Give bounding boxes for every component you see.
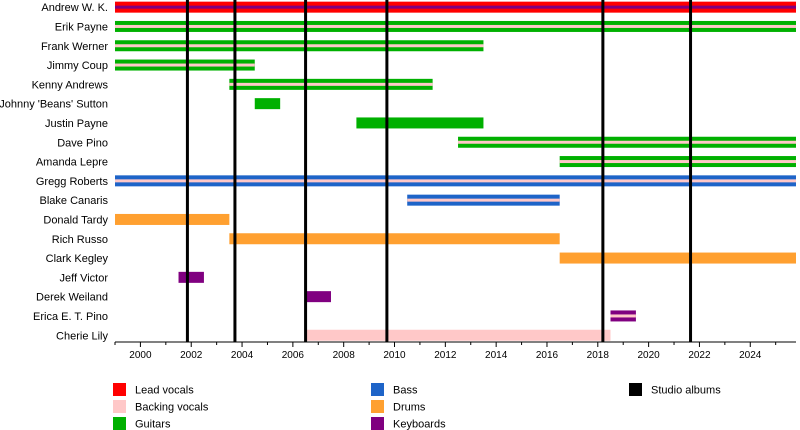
member-label: Erik Payne bbox=[55, 21, 108, 33]
member-bar-secondary-role bbox=[229, 82, 433, 86]
legend: Lead vocals Backing vocals Guitars Bass Drum… bbox=[113, 383, 721, 430]
x-axis: 2000 2002 2004 2006 2008 2010 2012 2014 2016 2018… bbox=[114, 341, 796, 361]
member-bar bbox=[229, 233, 560, 245]
member-label: Rich Russo bbox=[52, 234, 108, 246]
member-bar bbox=[356, 117, 484, 129]
x-tick-label: 2018 bbox=[587, 350, 610, 361]
x-tick-label: 2020 bbox=[637, 350, 660, 361]
legend-label: Drums bbox=[393, 402, 426, 414]
member-labels: Andrew W. K. Erik Payne Frank Werner Jimmy … bbox=[0, 2, 108, 342]
x-tick-label: 2008 bbox=[333, 350, 356, 361]
member-label: Gregg Roberts bbox=[36, 176, 109, 188]
member-bar-secondary-role bbox=[115, 44, 484, 48]
member-label: Johnny 'Beans' Sutton bbox=[0, 99, 108, 111]
member-bar-secondary-role bbox=[115, 24, 796, 28]
x-tick-label: 2004 bbox=[231, 350, 254, 361]
legend-label: Lead vocals bbox=[135, 385, 194, 397]
member-bar-secondary-role bbox=[115, 5, 796, 9]
legend-swatch bbox=[113, 383, 126, 396]
member-label: Cherie Lily bbox=[56, 330, 108, 342]
legend-swatch bbox=[371, 383, 384, 396]
legend-swatch bbox=[113, 400, 126, 413]
member-label: Dave Pino bbox=[57, 137, 108, 149]
studio-album-lines bbox=[185, 0, 693, 342]
legend-swatch bbox=[629, 383, 642, 396]
member-label: Kenny Andrews bbox=[32, 79, 109, 91]
x-tick-label: 2012 bbox=[434, 350, 457, 361]
x-tick-label: 2002 bbox=[180, 350, 203, 361]
member-bar-secondary-role bbox=[610, 314, 636, 318]
legend-label: Bass bbox=[393, 385, 418, 397]
x-tick-label: 2000 bbox=[129, 350, 152, 361]
member-bar-secondary-role bbox=[458, 140, 796, 144]
member-bar-secondary-role bbox=[115, 179, 796, 183]
legend-label: Guitars bbox=[135, 419, 171, 430]
member-label: Donald Tardy bbox=[43, 214, 108, 226]
member-bar bbox=[305, 291, 331, 303]
legend-swatch bbox=[371, 417, 384, 430]
member-label: Clark Kegley bbox=[46, 253, 109, 265]
member-label: Andrew W. K. bbox=[41, 2, 108, 14]
member-label: Amanda Lepre bbox=[36, 157, 108, 169]
member-label: Jeff Victor bbox=[59, 272, 108, 284]
legend-label: Keyboards bbox=[393, 419, 446, 430]
x-tick-label: 2016 bbox=[536, 350, 559, 361]
member-label: Blake Canaris bbox=[40, 195, 109, 207]
x-tick-label: 2006 bbox=[282, 350, 305, 361]
member-label: Justin Payne bbox=[45, 118, 108, 130]
member-bar-secondary-role bbox=[559, 160, 796, 164]
x-tick-label: 2014 bbox=[485, 350, 508, 361]
member-bar bbox=[305, 329, 611, 341]
legend-swatch bbox=[113, 417, 126, 430]
member-bars bbox=[115, 1, 796, 341]
member-bar-secondary-role bbox=[115, 63, 255, 67]
member-bar-secondary-role bbox=[407, 198, 560, 202]
legend-swatch bbox=[371, 400, 384, 413]
member-bar bbox=[178, 271, 204, 283]
member-label: Frank Werner bbox=[41, 41, 108, 53]
member-bar bbox=[254, 98, 281, 110]
legend-label: Backing vocals bbox=[135, 402, 209, 414]
x-tick-label: 2022 bbox=[688, 350, 711, 361]
member-label: Jimmy Coup bbox=[47, 60, 108, 72]
member-bar bbox=[115, 213, 230, 225]
member-bar bbox=[559, 252, 796, 264]
legend-label: Studio albums bbox=[651, 385, 721, 397]
member-label: Erica E. T. Pino bbox=[33, 311, 108, 323]
member-label: Derek Weiland bbox=[36, 292, 108, 304]
x-tick-label: 2010 bbox=[383, 350, 406, 361]
x-tick-label: 2024 bbox=[739, 350, 762, 361]
